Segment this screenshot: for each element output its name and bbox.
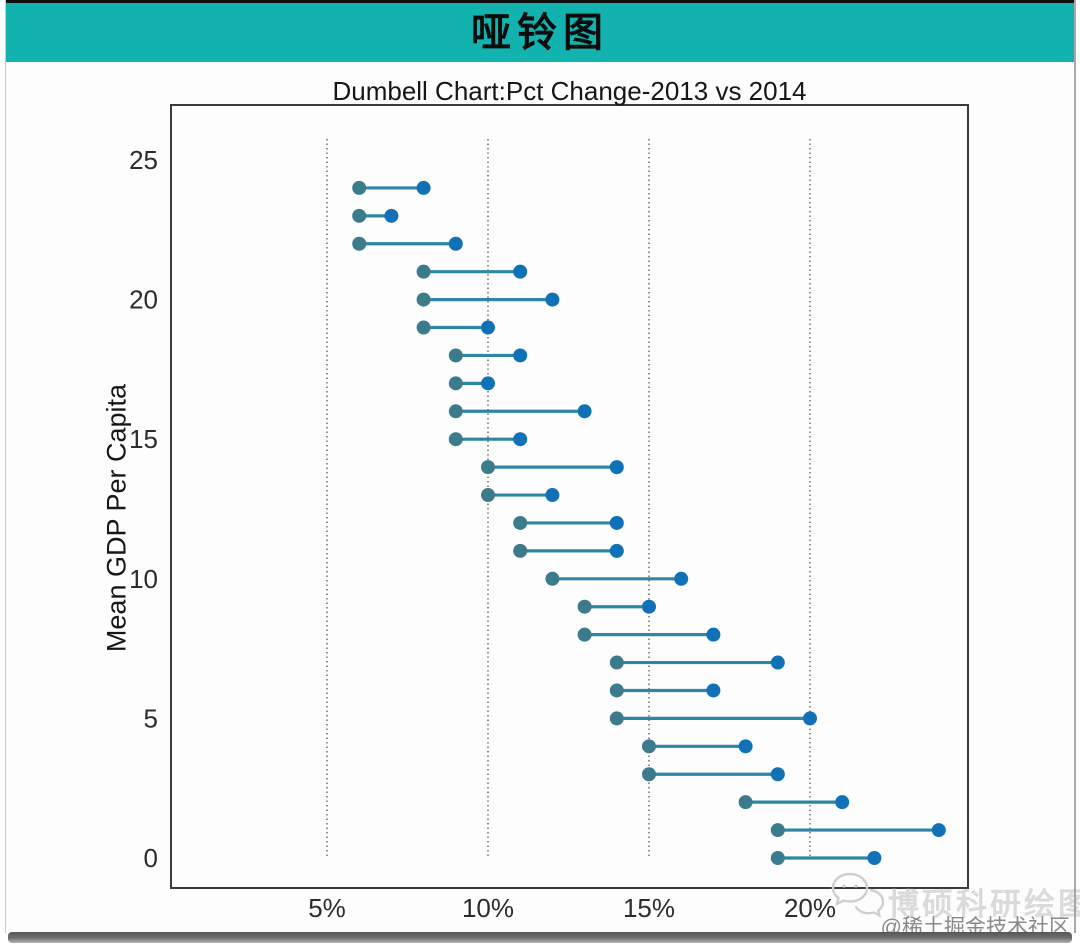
dumbbell-start-dot (416, 292, 431, 307)
dumbbell-end-dot (738, 739, 753, 754)
dumbbell-end-dot (609, 515, 624, 530)
dumbbell-end-dot (481, 376, 495, 391)
page-title: 哑铃图 (471, 8, 609, 56)
dumbbell-end-dot (609, 460, 624, 475)
dumbbell-end-dot (931, 823, 946, 838)
dumbbell-end-dot (706, 627, 721, 642)
dumbbell-start-dot (416, 264, 431, 279)
dumbbell-end-dot (545, 488, 560, 503)
x-tick-label: 20% (784, 893, 836, 923)
dumbbell-end-dot (513, 432, 528, 447)
wechat-icon (831, 872, 885, 918)
y-tick-label: 0 (144, 843, 158, 873)
dumbbell-start-dot (642, 739, 656, 754)
header-banner: 哑铃图 (6, 0, 1074, 62)
page-left-edge (5, 0, 6, 933)
dumbbell-start-dot (513, 543, 528, 558)
brand-watermark: 博硕科研绘图 (888, 887, 1080, 922)
dumbbell-start-dot (416, 320, 431, 335)
dumbbell-end-dot (545, 292, 560, 307)
dumbbell-start-dot (448, 348, 463, 363)
chart-card (6, 62, 1074, 933)
dumbbell-end-dot (803, 711, 817, 726)
dumbbell-start-dot (609, 655, 624, 670)
dumbbell-end-dot (642, 599, 656, 614)
dumbbell-start-dot (770, 823, 785, 838)
y-tick-label: 15 (129, 424, 158, 454)
dumbbell-start-dot (577, 599, 592, 614)
dumbbell-end-dot (609, 543, 624, 558)
dumbbell-end-dot (416, 180, 431, 195)
y-tick-label: 20 (129, 285, 158, 315)
y-tick-label: 25 (129, 145, 158, 175)
dumbbell-start-dot (577, 627, 592, 642)
dumbbell-end-dot (481, 320, 495, 335)
dumbbell-end-dot (867, 851, 882, 865)
dumbbell-end-dot (384, 208, 399, 223)
dumbbell-start-dot (481, 488, 495, 503)
x-tick-label: 5% (308, 893, 346, 923)
card-bottom-shadow (8, 932, 1072, 943)
dumbbell-start-dot (770, 851, 785, 865)
dumbbell-start-dot (513, 515, 528, 530)
dumbbell-end-dot (577, 404, 592, 419)
y-tick-label: 10 (129, 564, 158, 594)
y-axis-label: Mean GDP Per Capita (101, 383, 132, 653)
y-tick-label: 5 (144, 703, 158, 733)
chart-title: Dumbell Chart:Pct Change-2013 vs 2014 (332, 76, 807, 106)
dumbbell-start-dot (609, 683, 624, 698)
plot-panel-border (170, 104, 969, 889)
dumbbell-end-dot (770, 655, 785, 670)
dumbbell-end-dot (835, 795, 850, 810)
dumbbell-start-dot (448, 376, 463, 391)
dumbbell-end-dot (674, 571, 689, 586)
dumbbell-start-dot (609, 711, 624, 726)
x-tick-label: 10% (462, 893, 514, 923)
x-tick-label: 15% (623, 893, 675, 923)
dumbbell-start-dot (738, 795, 753, 810)
dumbbell-end-dot (706, 683, 721, 698)
dumbbell-start-dot (352, 236, 367, 251)
dumbbell-end-dot (513, 264, 528, 279)
dumbbell-end-dot (513, 348, 528, 363)
page-right-edge (1074, 0, 1076, 933)
dumbbell-end-dot (770, 767, 785, 782)
dumbbell-start-dot (481, 460, 495, 475)
dumbbell-start-dot (642, 767, 656, 782)
dumbbell-end-dot (448, 236, 463, 251)
dumbbell-start-dot (352, 180, 367, 195)
dumbbell-start-dot (448, 404, 463, 419)
dumbbell-start-dot (545, 571, 560, 586)
dumbbell-start-dot (352, 208, 367, 223)
dumbbell-start-dot (448, 432, 463, 447)
